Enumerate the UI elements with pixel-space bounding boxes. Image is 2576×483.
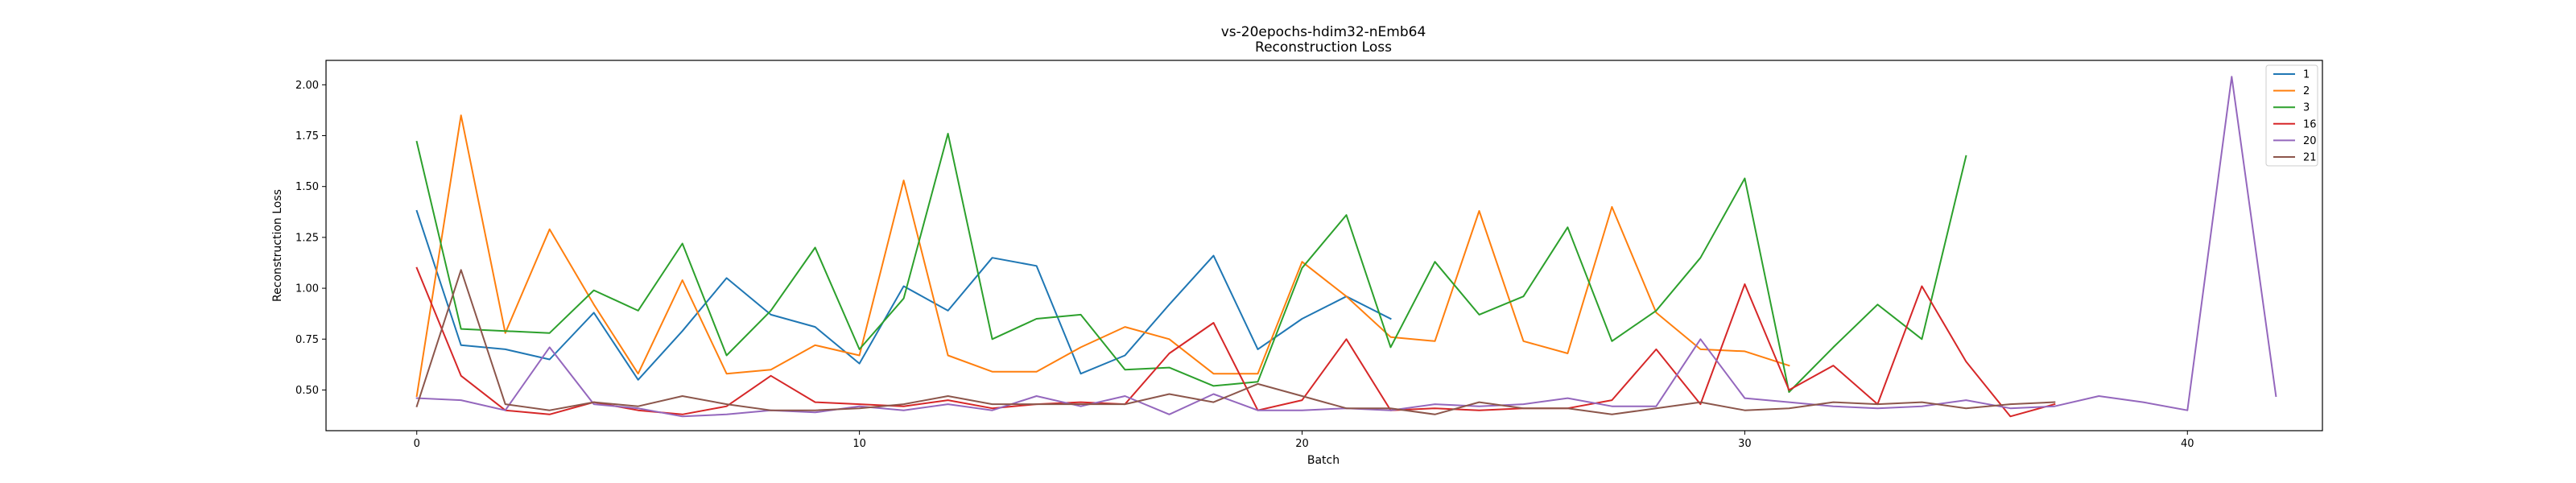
x-tick-label: 30 <box>1738 438 1752 450</box>
plot-frame <box>325 60 2323 431</box>
legend-label: 16 <box>2303 118 2317 130</box>
series-line-3 <box>415 133 1967 393</box>
legend-label: 3 <box>2303 102 2310 114</box>
x-axis-ticks: 0 10 20 30 40 <box>414 431 2194 450</box>
y-tick-label: 1.75 <box>295 130 319 142</box>
x-tick-label: 10 <box>852 438 866 450</box>
y-tick-label: 2.00 <box>295 80 319 92</box>
series-lines <box>415 76 2277 418</box>
x-axis-label: Batch <box>1307 454 1340 467</box>
legend-label: 20 <box>2303 135 2317 147</box>
series-line-21 <box>415 269 2056 415</box>
y-axis-label: Reconstruction Loss <box>271 189 284 302</box>
series-line-2 <box>415 114 1790 398</box>
y-axis-ticks: 0.50 0.75 1.00 1.25 1.50 1.75 2.00 <box>295 80 326 397</box>
chart-title: vs-20epochs-hdim32-nEmb64 <box>1221 24 1426 40</box>
y-tick-label: 1.25 <box>295 232 319 244</box>
y-tick-label: 0.50 <box>295 385 319 397</box>
series-line-16 <box>415 266 2056 418</box>
legend-label: 1 <box>2303 69 2310 81</box>
legend: 1 2 3 16 20 21 <box>2265 64 2318 167</box>
y-tick-label: 0.75 <box>295 334 319 346</box>
x-tick-label: 0 <box>414 438 420 450</box>
y-tick-label: 1.50 <box>295 181 319 193</box>
chart-subtitle: Reconstruction Loss <box>1255 39 1392 56</box>
legend-label: 2 <box>2303 85 2310 97</box>
legend-label: 21 <box>2303 152 2317 164</box>
y-tick-label: 1.00 <box>295 283 319 295</box>
series-line-1 <box>415 209 1392 381</box>
legend-box <box>2265 64 2318 167</box>
x-tick-label: 20 <box>1295 438 1309 450</box>
legend-items: 1 2 3 16 20 21 <box>2273 69 2317 164</box>
x-tick-label: 40 <box>2181 438 2194 450</box>
